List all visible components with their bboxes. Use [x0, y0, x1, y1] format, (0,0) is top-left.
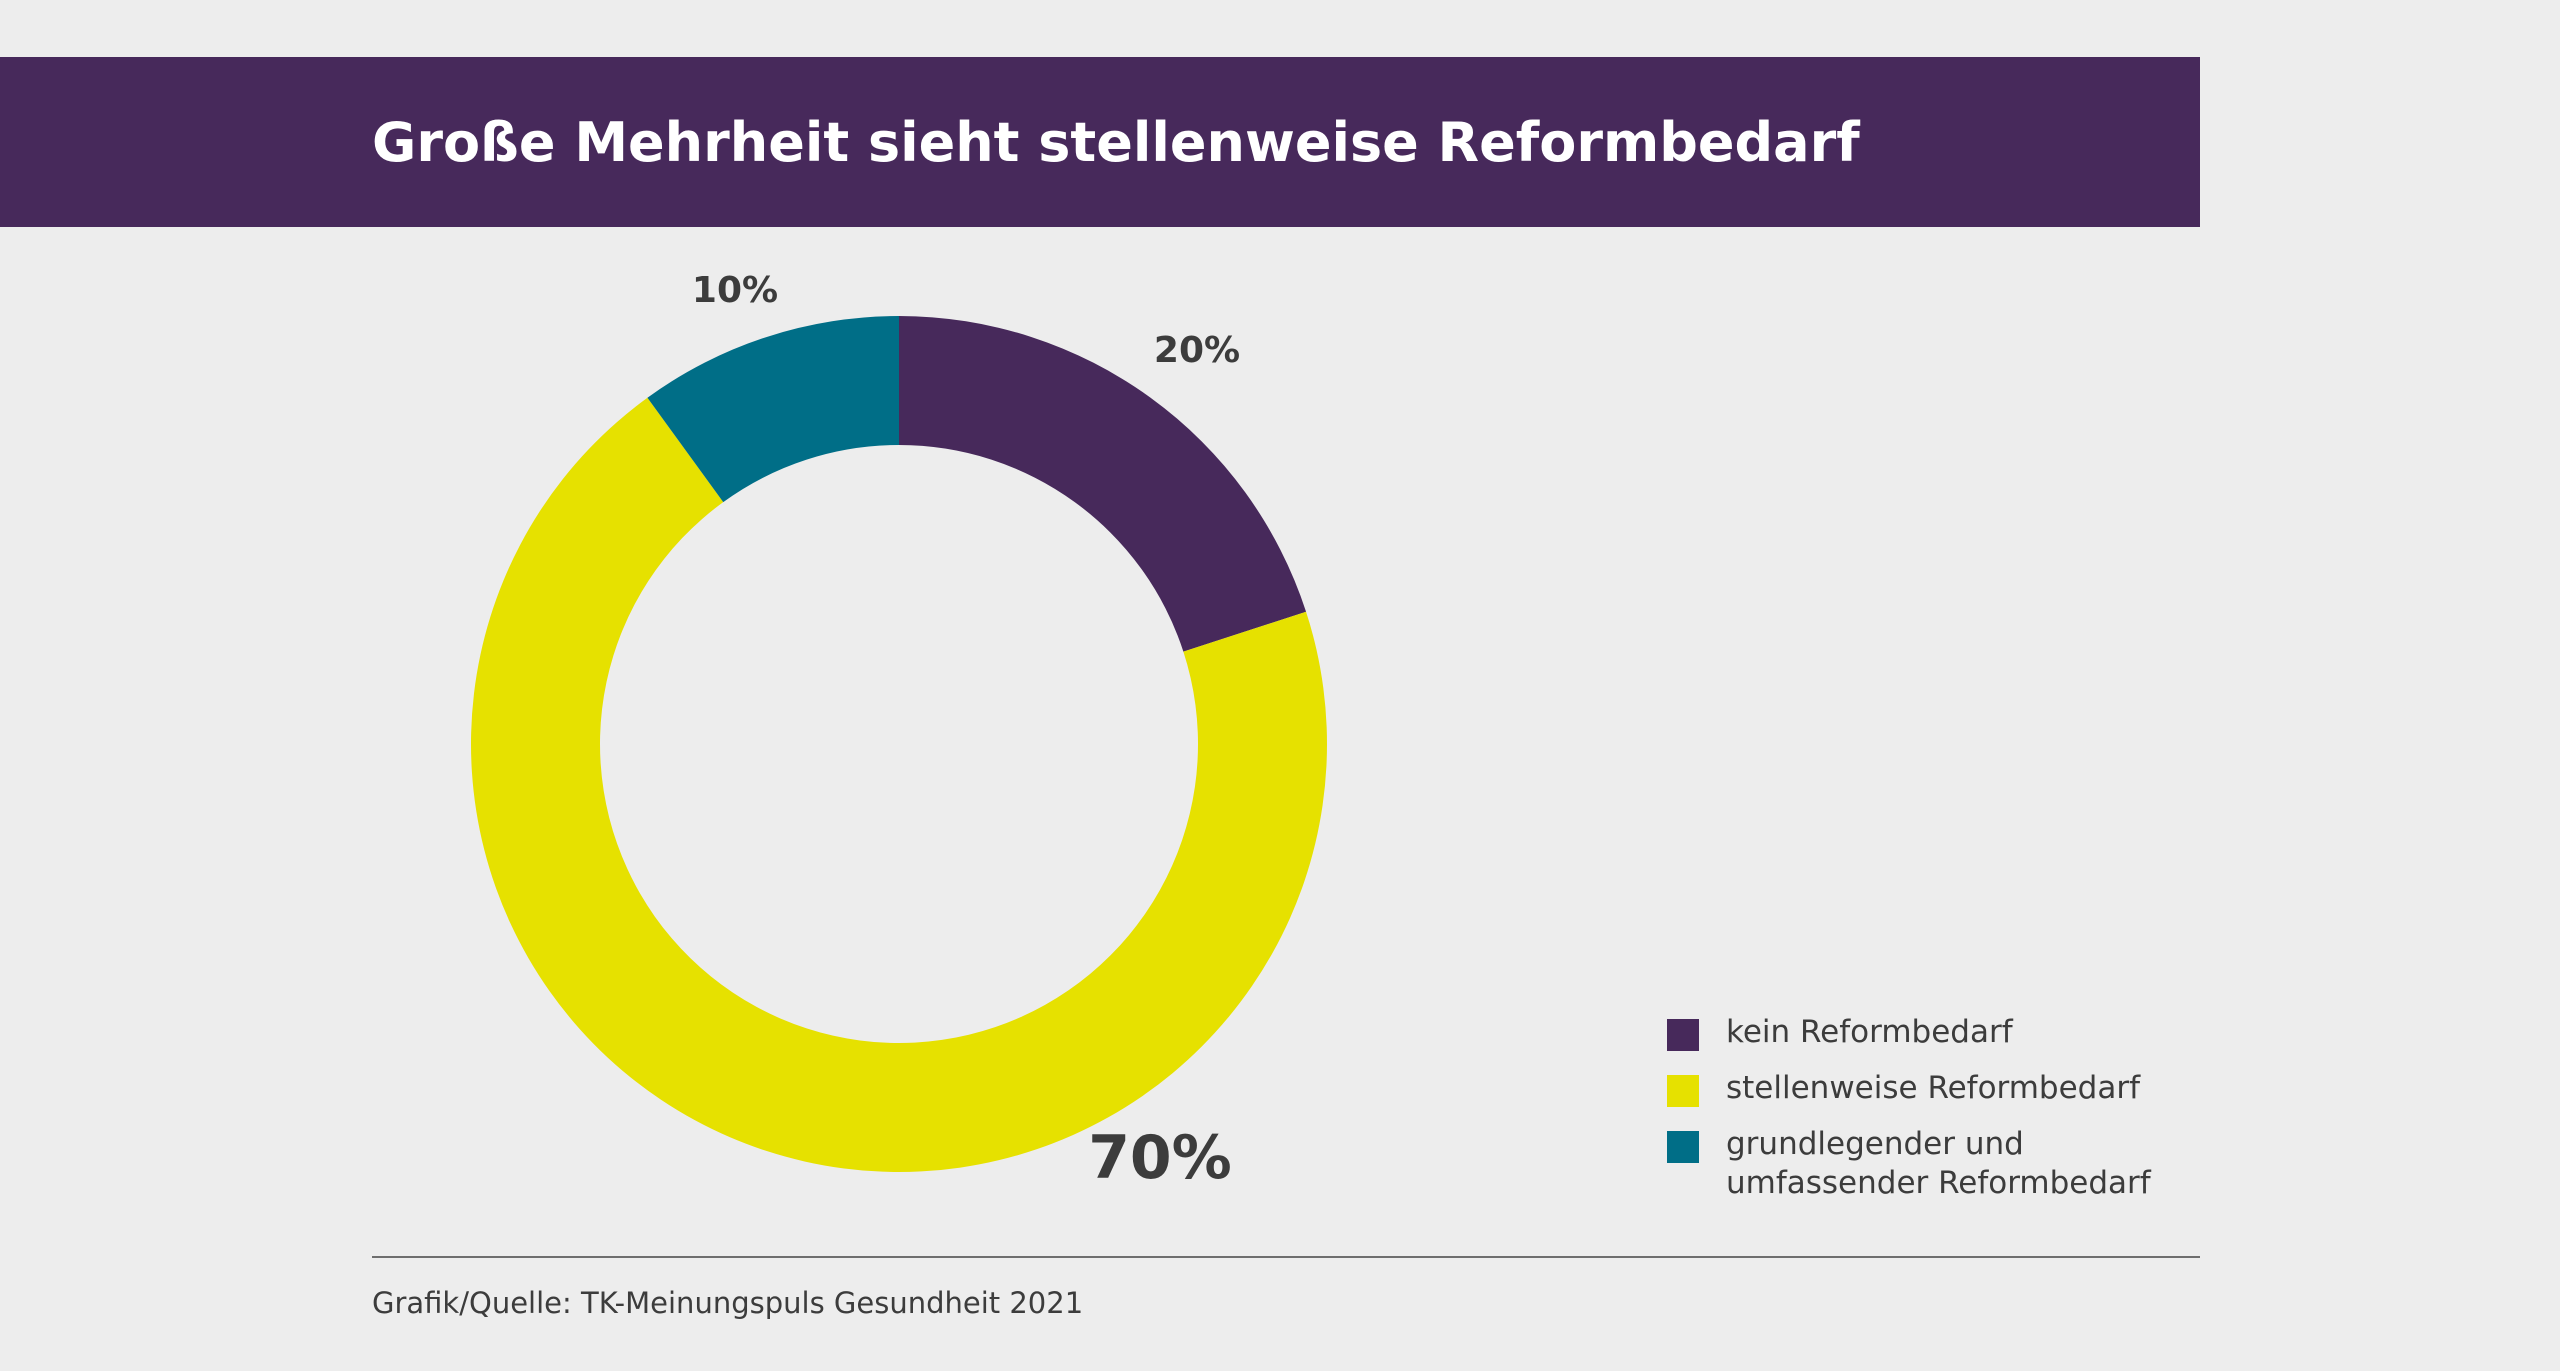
legend-swatch-grundlegender-reformbedarf	[1667, 1131, 1699, 1163]
legend-label-grundlegender-reformbedarf-line-1: grundlegender und	[1726, 1126, 2024, 1162]
donut-slice-stellenweise	[471, 397, 1328, 1172]
data-label-grundlegender: 10%	[692, 270, 778, 311]
chart-title: Große Mehrheit sieht stellenweise Reform…	[372, 111, 1860, 174]
footer-divider	[372, 1256, 2200, 1258]
donut-slice-labels: 20% 70% 10%	[692, 270, 1240, 1193]
source-note: Grafik/Quelle: TK-Meinungspuls Gesundhei…	[372, 1286, 1084, 1320]
legend-swatch-kein-reformbedarf	[1667, 1019, 1699, 1051]
title-banner	[0, 57, 2200, 227]
data-label-kein: 20%	[1154, 330, 1240, 371]
legend-swatch-stellenweise-reformbedarf	[1667, 1075, 1699, 1107]
legend-label-kein-reformbedarf: kein Reformbedarf	[1726, 1014, 2013, 1050]
donut-slice-kein	[899, 316, 1307, 652]
data-label-stellenweise: 70%	[1088, 1123, 1232, 1193]
donut-slices	[471, 316, 1328, 1172]
donut-slice-grundlegender	[647, 316, 899, 503]
legend-label-grundlegender-reformbedarf-line-2: umfassender Reformbedarf	[1726, 1165, 2151, 1201]
legend-label-stellenweise-reformbedarf: stellenweise Reformbedarf	[1726, 1070, 2141, 1106]
